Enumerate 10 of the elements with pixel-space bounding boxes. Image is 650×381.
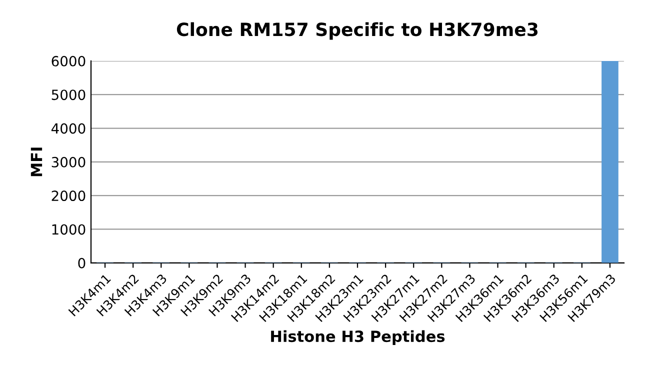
y-axis-title: MFI xyxy=(30,148,42,176)
chart-title: Clone RM157 Specific to H3K79me3 xyxy=(176,22,538,40)
y-tick-label: 5000 xyxy=(52,90,86,100)
y-tick-label: 6000 xyxy=(52,56,86,66)
y-tick-label: 1000 xyxy=(52,224,86,235)
y-tick-label: 0 xyxy=(78,258,86,268)
y-tick-label: 2000 xyxy=(52,190,86,202)
y-tick-label: 3000 xyxy=(52,156,86,168)
y-tick-label: 4000 xyxy=(51,123,86,134)
x-axis-title: Histone H3 Peptides xyxy=(271,330,445,346)
